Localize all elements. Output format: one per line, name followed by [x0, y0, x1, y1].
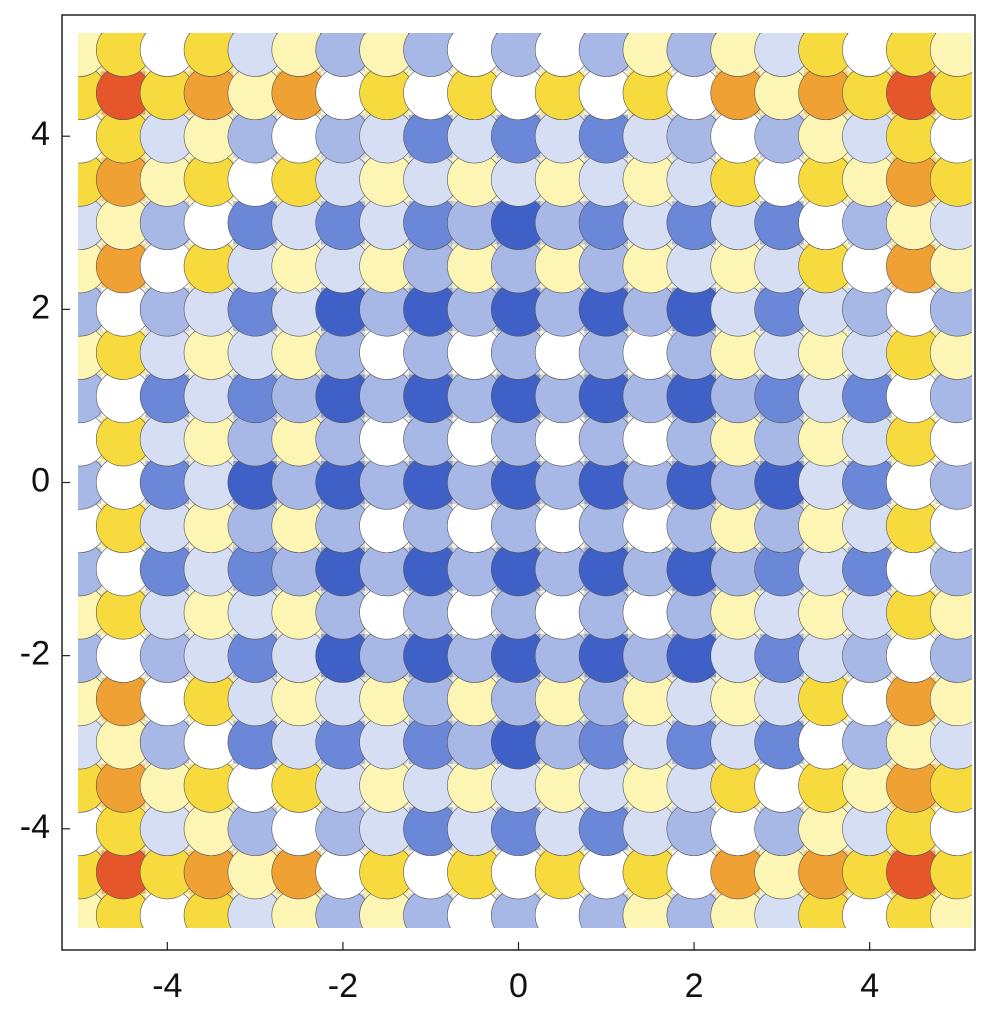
contour-field — [78, 33, 972, 928]
y-tick-label: 0 — [31, 461, 50, 499]
y-tick-label: 4 — [31, 115, 50, 153]
y-tick-label: -4 — [20, 808, 50, 846]
y-tick-label: 2 — [31, 288, 50, 326]
x-tick-label: 4 — [860, 967, 879, 1005]
y-tick-label: -2 — [20, 635, 50, 673]
x-tick-label: -2 — [328, 967, 358, 1005]
contour-blob — [929, 33, 972, 77]
x-tick-label: 2 — [685, 967, 704, 1005]
x-tick-label: -4 — [152, 967, 182, 1005]
x-tick-label: 0 — [509, 967, 528, 1005]
